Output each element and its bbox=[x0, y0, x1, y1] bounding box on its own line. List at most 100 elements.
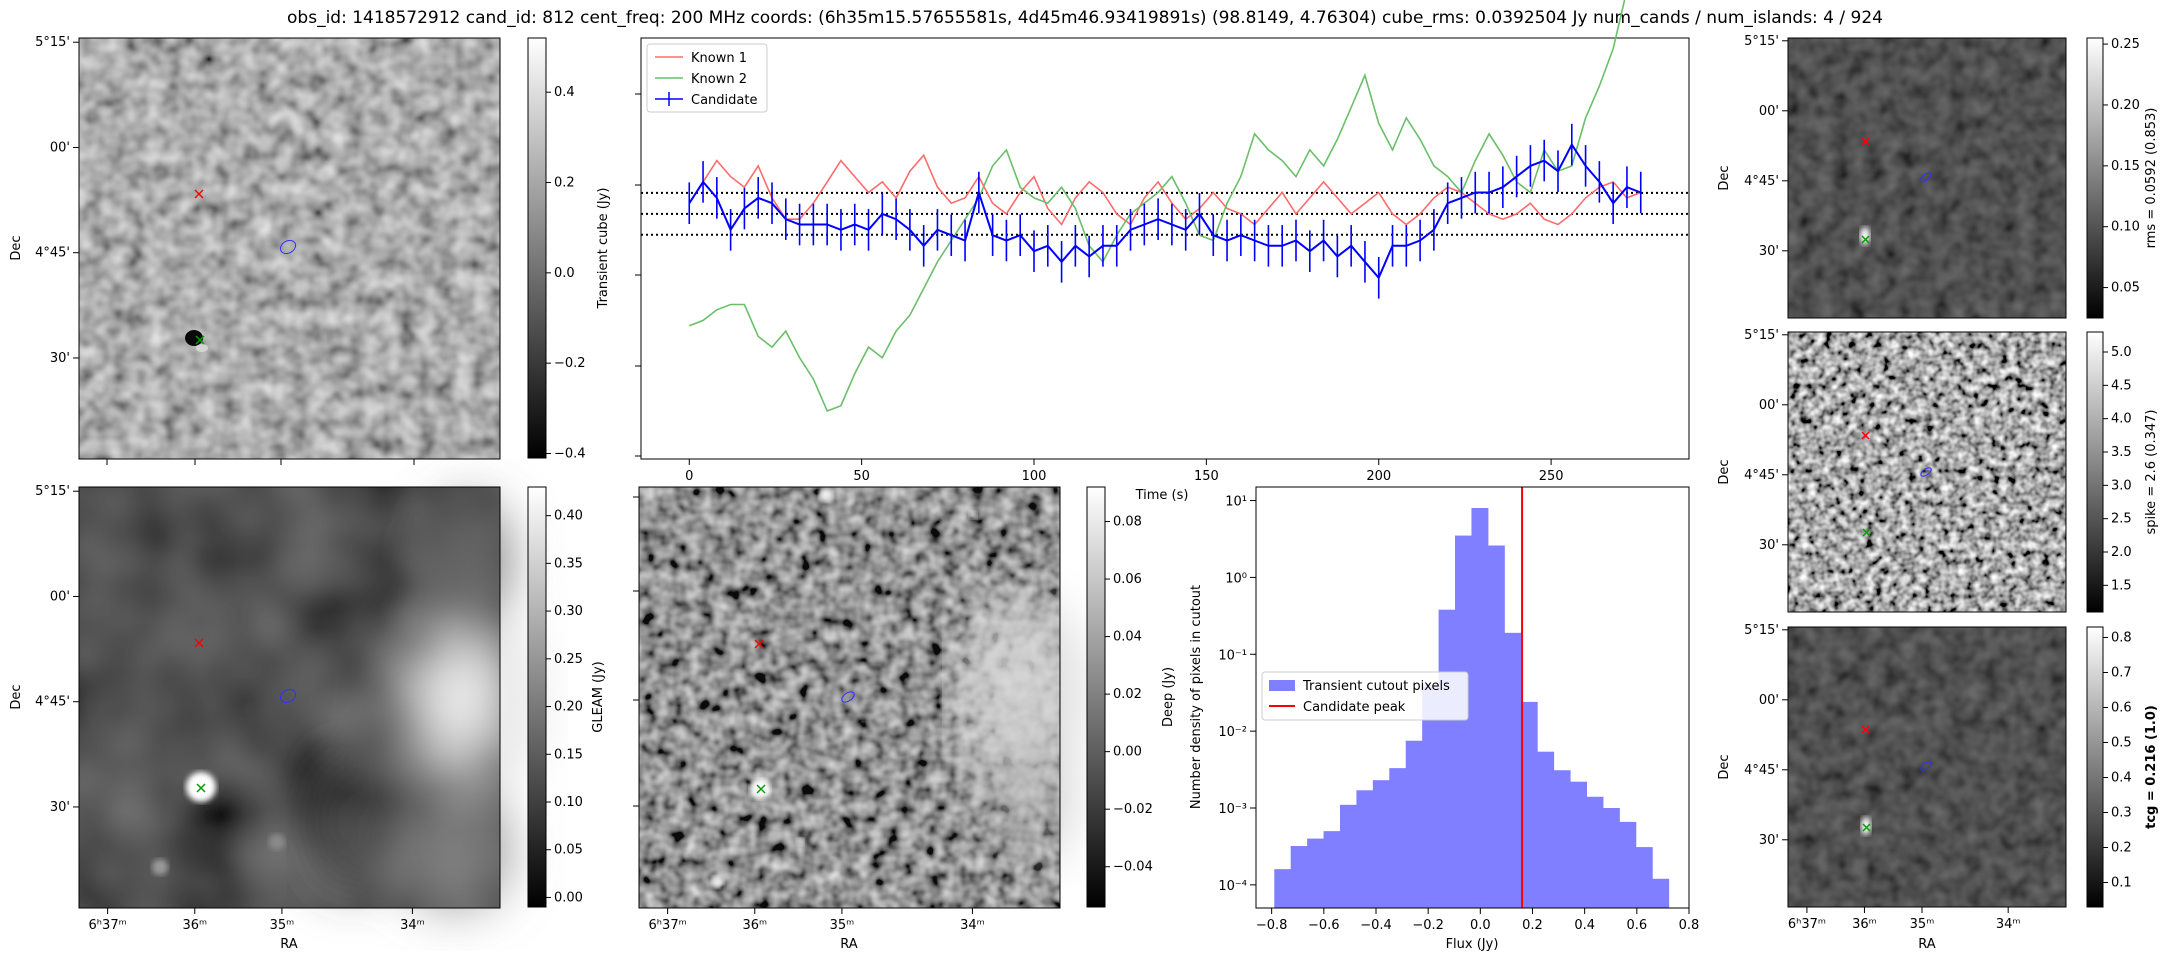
histogram-ylabel: Number density of pixels in cutout bbox=[1189, 585, 1204, 809]
histogram-bar bbox=[1504, 632, 1522, 908]
y-tick-label: 10⁰ bbox=[1225, 571, 1247, 586]
rms-colorbar-label: rms = 0.0592 (0.853) bbox=[2144, 108, 2159, 249]
tcg-colorbar: 0.8 0.7 0.6 0.5 0.4 0.3 0.2 0.1 tcg = 0.216 (1.… bbox=[2086, 626, 2159, 908]
histogram-bar bbox=[1602, 807, 1620, 908]
legend-hist-label: Transient cutout pixels bbox=[1302, 679, 1450, 694]
colorbar-tick-label: 0.2 bbox=[554, 176, 575, 191]
colorbar-tick-label: 0.4 bbox=[2111, 771, 2132, 786]
transient-colorbar-ticks: 0.4 0.2 0.0 −0.2 −0.4 bbox=[546, 85, 586, 461]
ra-tick-label: 35ᵐ bbox=[1910, 917, 1935, 932]
ra-tick-label: 6ʰ37ᵐ bbox=[1788, 917, 1826, 932]
colorbar-tick-label: −0.4 bbox=[554, 446, 586, 461]
colorbar-tick-label: 1.5 bbox=[2111, 578, 2132, 593]
deep-xlabel: RA bbox=[840, 937, 858, 952]
gleam-diffuse-emission bbox=[310, 500, 545, 910]
deep-colorbar-label: Deep (Jy) bbox=[1161, 667, 1176, 727]
ra-tick-label: 6ʰ37ᵐ bbox=[89, 918, 127, 933]
histogram-bar bbox=[1307, 838, 1325, 908]
colorbar-tick-label: 0.05 bbox=[2111, 281, 2140, 296]
gleam-colorbar: 0.40 0.35 0.30 0.25 0.20 0.15 0.10 0.05 0.00 GLE… bbox=[527, 486, 606, 908]
gleam-dec-axis: 5°15' 00' 4°45' 30' bbox=[35, 484, 79, 815]
candidate-ellipse bbox=[279, 239, 297, 255]
tcg-xlabel: RA bbox=[1918, 937, 1936, 952]
lightcurve-xlabel: Time (s) bbox=[1135, 488, 1189, 503]
colorbar-tick-label: 0.1 bbox=[2111, 876, 2132, 891]
histogram-bars bbox=[1274, 507, 1670, 908]
colorbar-tick-label: −0.02 bbox=[1113, 802, 1153, 817]
histogram-panel: −0.8 −0.6 −0.4 −0.2 0.0 0.2 0.4 0.6 0.8 10¹10⁰10… bbox=[1189, 486, 1699, 952]
colorbar-tick-label: 0.05 bbox=[554, 843, 583, 858]
deep-image-panel: 6ʰ37ᵐ 36ᵐ 35ᵐ 34ᵐ RA bbox=[633, 486, 1085, 952]
histogram-bar bbox=[1339, 804, 1357, 908]
colorbar-tick-label: 0.00 bbox=[554, 890, 583, 905]
colorbar-tick-label: 0.15 bbox=[2111, 159, 2140, 174]
histogram-bar bbox=[1356, 790, 1374, 908]
tcg-ra-axis: 6ʰ37ᵐ 36ᵐ 35ᵐ 34ᵐ bbox=[1788, 907, 2021, 932]
tcg-candidate-ellipse bbox=[1920, 761, 1932, 771]
histogram-bar bbox=[1274, 869, 1292, 908]
dec-tick-label: 30' bbox=[50, 800, 70, 815]
legend-peak-label: Candidate peak bbox=[1303, 700, 1406, 715]
gleam-image-panel: 5°15' 00' 4°45' 30' 6ʰ37ᵐ 36ᵐ 35ᵐ 34ᵐ Dec RA bbox=[9, 484, 545, 952]
histogram-bar bbox=[1570, 781, 1587, 908]
colorbar-tick-label: 0.25 bbox=[554, 652, 583, 667]
colorbar-tick-label: 0.3 bbox=[2111, 806, 2132, 821]
lightcurve-xaxis: 0 50 100 150 200 250 bbox=[685, 459, 1564, 484]
dec-tick-label: 30' bbox=[1759, 833, 1779, 848]
transient-colorbar: 0.4 0.2 0.0 −0.2 −0.4 Transient cube (Jy) bbox=[527, 37, 611, 461]
spike-known2-marker bbox=[1862, 528, 1871, 537]
tcg-known2-marker bbox=[1862, 823, 1871, 832]
dec-tick-label: 5°15' bbox=[35, 484, 70, 499]
dec-tick-label: 5°15' bbox=[1744, 34, 1779, 49]
colorbar-tick-label: 0.08 bbox=[1113, 515, 1142, 530]
x-tick-label: 150 bbox=[1194, 469, 1219, 484]
tcg-image-heatmap bbox=[1788, 627, 2066, 907]
rms-known2-marker bbox=[1861, 235, 1870, 244]
y-tick-label: 10⁻³ bbox=[1218, 802, 1247, 817]
histogram-bar bbox=[1520, 701, 1538, 908]
x-tick-label: 0.6 bbox=[1626, 918, 1647, 933]
ra-tick-label: 34ᵐ bbox=[1996, 917, 2021, 932]
colorbar-tick-label: 0.25 bbox=[2111, 37, 2140, 52]
ra-tick-label: 34ᵐ bbox=[960, 918, 985, 933]
transient-ylabel: Dec bbox=[9, 235, 24, 260]
x-tick-label: 0.4 bbox=[1574, 918, 1595, 933]
histogram-bar bbox=[1438, 609, 1456, 908]
colorbar-tick-label: 0.10 bbox=[2111, 220, 2140, 235]
histogram-bar bbox=[1455, 535, 1472, 908]
histogram-bar bbox=[1487, 545, 1505, 908]
rms-known1-marker bbox=[1861, 137, 1870, 146]
gleam-point-sources bbox=[152, 704, 285, 875]
tcg-known1-marker bbox=[1861, 725, 1870, 734]
colorbar-tick-label: 3.0 bbox=[2111, 478, 2132, 493]
spike-image-heatmap bbox=[1788, 332, 2066, 612]
x-tick-label: −0.6 bbox=[1308, 918, 1340, 933]
spike-colorbar-label: spike = 2.6 (0.347) bbox=[2144, 409, 2159, 534]
gleam-colorbar-ticks: 0.40 0.35 0.30 0.25 0.20 0.15 0.10 0.05 0.00 bbox=[546, 509, 583, 905]
spike-dec-axis: 5°15' 00' 4°45' 30' bbox=[1744, 328, 1788, 553]
colorbar-tick-label: 0.30 bbox=[554, 604, 583, 619]
histogram-bar bbox=[1422, 684, 1440, 908]
rms-dec-axis: 5°15' 00' 4°45' 30' bbox=[1744, 34, 1788, 259]
histogram-bar bbox=[1389, 768, 1407, 908]
y-tick-label: 10⁻⁴ bbox=[1218, 879, 1247, 894]
gleam-xlabel: RA bbox=[280, 937, 298, 952]
spike-colorbar: 5.0 4.5 4.0 3.5 3.0 2.5 2.0 1.5 spike = 2.6 (0.… bbox=[2086, 331, 2159, 613]
colorbar-tick-label: 4.5 bbox=[2111, 378, 2132, 393]
gleam-ra-axis: 6ʰ37ᵐ 36ᵐ 35ᵐ 34ᵐ bbox=[89, 908, 425, 933]
deep-known1-marker bbox=[754, 639, 764, 649]
figure-suptitle: obs_id: 1418572912 cand_id: 812 cent_fre… bbox=[287, 8, 1883, 28]
transient-colorbar-label: Transient cube (Jy) bbox=[596, 188, 611, 310]
colorbar-tick-label: 0.7 bbox=[2111, 666, 2132, 681]
deep-diffuse-emission bbox=[955, 595, 1085, 860]
dec-tick-label: 30' bbox=[1759, 244, 1779, 259]
lightcurve-yaxis-ticks bbox=[635, 93, 641, 457]
colorbar-tick-label: 0.2 bbox=[2111, 841, 2132, 856]
deep-colorbar: 0.08 0.06 0.04 0.02 0.00 −0.02 −0.04 Deep (Jy) bbox=[1086, 486, 1176, 908]
dec-tick-label: 4°45' bbox=[1744, 763, 1779, 778]
deep-point-sources bbox=[712, 488, 977, 888]
deep-candidate-ellipse bbox=[841, 691, 855, 703]
histogram-bar bbox=[1652, 878, 1670, 908]
histogram-bar bbox=[1586, 796, 1604, 908]
legend-hist-swatch bbox=[1269, 680, 1295, 691]
